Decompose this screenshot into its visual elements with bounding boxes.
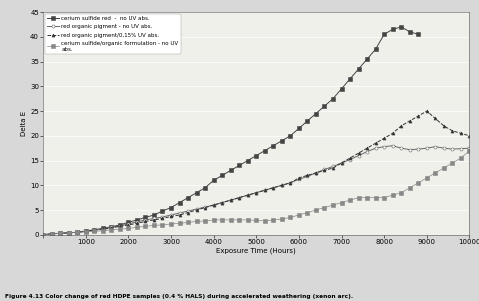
cerium sulfide red  -  no UV abs. [253, 154, 259, 157]
cerium sulfide red  -  no UV abs. [271, 144, 276, 147]
cerium sulfide red  -  no UV abs. [390, 28, 396, 31]
Text: Figure 4.13 Color change of red HDPE samples (0.4 % HALS) during accelerated wea: Figure 4.13 Color change of red HDPE sam… [5, 294, 353, 299]
cerium sulfide red  -  no UV abs. [287, 134, 293, 138]
cerium sulfide red  -  no UV abs. [279, 139, 285, 143]
red organic pigment/0,15% UV abs. [347, 156, 353, 160]
red organic pigment - no UV abs. [168, 213, 174, 217]
cerium sulfide red  -  no UV abs. [219, 174, 225, 177]
Line: cerium sulfide/organic formulation - no UV
abs.: cerium sulfide/organic formulation - no … [42, 149, 471, 236]
cerium sulfide red  -  no UV abs. [49, 232, 55, 236]
cerium sulfide red  -  no UV abs. [160, 209, 165, 213]
cerium sulfide red  -  no UV abs. [262, 149, 268, 152]
red organic pigment/0,15% UV abs. [467, 134, 472, 138]
cerium sulfide red  -  no UV abs. [296, 126, 302, 130]
red organic pigment/0,15% UV abs. [168, 215, 174, 218]
red organic pigment - no UV abs. [347, 158, 353, 161]
red organic pigment/0,15% UV abs. [40, 233, 46, 237]
red organic pigment - no UV abs. [321, 168, 327, 171]
cerium sulfide red  -  no UV abs. [373, 47, 378, 51]
cerium sulfide red  -  no UV abs. [305, 119, 310, 123]
cerium sulfide/organic formulation - no UV
abs. [347, 198, 353, 202]
red organic pigment - no UV abs. [177, 211, 182, 215]
cerium sulfide red  -  no UV abs. [356, 67, 362, 71]
cerium sulfide red  -  no UV abs. [245, 159, 251, 162]
cerium sulfide red  -  no UV abs. [108, 225, 114, 229]
cerium sulfide/organic formulation - no UV
abs. [458, 156, 464, 160]
cerium sulfide red  -  no UV abs. [168, 206, 174, 209]
X-axis label: Exposure Time (Hours): Exposure Time (Hours) [217, 248, 296, 254]
red organic pigment - no UV abs. [458, 147, 464, 150]
cerium sulfide red  -  no UV abs. [185, 196, 191, 200]
red organic pigment/0,15% UV abs. [177, 213, 182, 217]
cerium sulfide red  -  no UV abs. [194, 191, 199, 194]
cerium sulfide red  -  no UV abs. [236, 164, 242, 167]
cerium sulfide red  -  no UV abs. [364, 57, 370, 61]
red organic pigment/0,15% UV abs. [458, 132, 464, 135]
cerium sulfide red  -  no UV abs. [321, 104, 327, 108]
Line: red organic pigment - no UV abs.: red organic pigment - no UV abs. [42, 144, 471, 236]
Y-axis label: Delta E: Delta E [21, 111, 27, 136]
Legend: cerium sulfide red  -  no UV abs., red organic pigment - no UV abs., red organic: cerium sulfide red - no UV abs., red org… [45, 14, 181, 54]
cerium sulfide red  -  no UV abs. [339, 87, 344, 91]
red organic pigment/0,15% UV abs. [424, 109, 430, 113]
cerium sulfide/organic formulation - no UV
abs. [321, 206, 327, 209]
cerium sulfide/organic formulation - no UV
abs. [177, 222, 182, 225]
cerium sulfide red  -  no UV abs. [74, 231, 80, 234]
cerium sulfide red  -  no UV abs. [117, 223, 123, 227]
cerium sulfide/organic formulation - no UV
abs. [467, 149, 472, 152]
cerium sulfide red  -  no UV abs. [134, 218, 140, 222]
cerium sulfide red  -  no UV abs. [415, 33, 421, 36]
cerium sulfide red  -  no UV abs. [91, 228, 97, 232]
cerium sulfide red  -  no UV abs. [100, 227, 106, 230]
cerium sulfide/organic formulation - no UV
abs. [168, 222, 174, 226]
cerium sulfide red  -  no UV abs. [83, 229, 89, 233]
red organic pigment - no UV abs. [40, 233, 46, 237]
red organic pigment - no UV abs. [134, 220, 140, 224]
cerium sulfide red  -  no UV abs. [202, 186, 208, 190]
cerium sulfide red  -  no UV abs. [57, 231, 63, 235]
cerium sulfide red  -  no UV abs. [66, 231, 71, 234]
cerium sulfide red  -  no UV abs. [381, 33, 387, 36]
cerium sulfide red  -  no UV abs. [40, 233, 46, 237]
red organic pigment/0,15% UV abs. [321, 169, 327, 172]
cerium sulfide red  -  no UV abs. [399, 25, 404, 29]
cerium sulfide red  -  no UV abs. [211, 178, 217, 182]
cerium sulfide/organic formulation - no UV
abs. [134, 225, 140, 229]
cerium sulfide red  -  no UV abs. [313, 112, 319, 115]
red organic pigment - no UV abs. [390, 144, 396, 147]
cerium sulfide red  -  no UV abs. [407, 30, 412, 34]
cerium sulfide red  -  no UV abs. [330, 97, 336, 101]
red organic pigment - no UV abs. [467, 146, 472, 150]
cerium sulfide red  -  no UV abs. [177, 201, 182, 204]
red organic pigment/0,15% UV abs. [134, 222, 140, 225]
cerium sulfide red  -  no UV abs. [347, 77, 353, 81]
cerium sulfide red  -  no UV abs. [125, 221, 131, 224]
cerium sulfide red  -  no UV abs. [228, 169, 234, 172]
cerium sulfide red  -  no UV abs. [143, 216, 148, 219]
cerium sulfide/organic formulation - no UV
abs. [40, 233, 46, 237]
Line: red organic pigment/0,15% UV abs.: red organic pigment/0,15% UV abs. [42, 110, 471, 236]
cerium sulfide red  -  no UV abs. [151, 213, 157, 217]
Line: cerium sulfide red  -  no UV abs.: cerium sulfide red - no UV abs. [42, 25, 420, 236]
